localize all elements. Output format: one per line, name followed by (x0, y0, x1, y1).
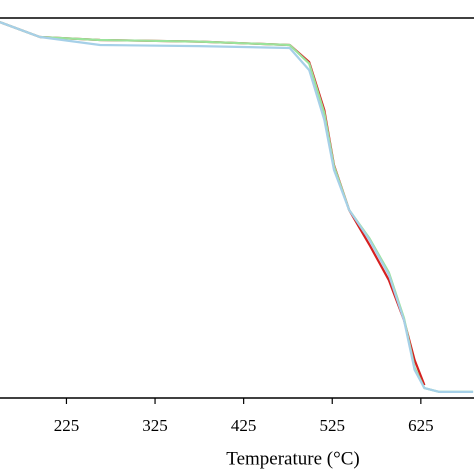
x-tick-label: 225 (54, 416, 80, 435)
x-tick-label: 525 (319, 416, 345, 435)
data-line (0, 21, 474, 393)
data-line (0, 21, 426, 386)
x-axis-label: Temperature (°C) (226, 448, 359, 469)
x-tick-label: 425 (231, 416, 257, 435)
plot-area (0, 21, 474, 393)
x-tick-label: 325 (142, 416, 168, 435)
x-tick-label: 625 (408, 416, 434, 435)
data-line (0, 21, 474, 393)
